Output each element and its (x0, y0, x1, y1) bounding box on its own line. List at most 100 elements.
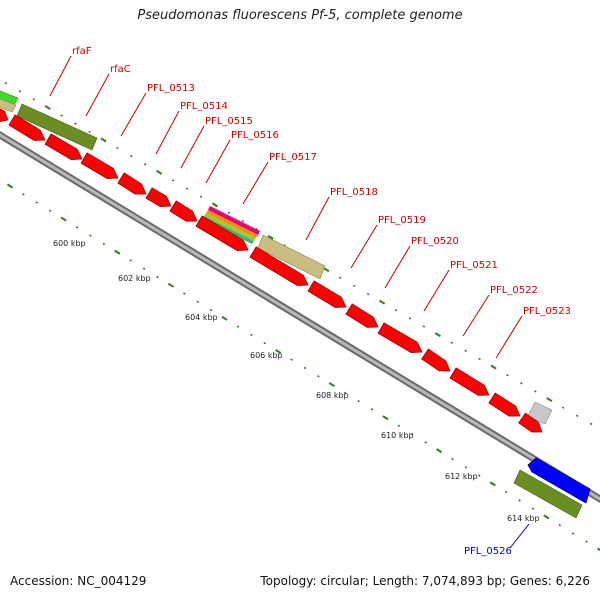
minor-tick (520, 382, 523, 385)
gene-label-pfl0521: PFL_0521 (450, 260, 498, 271)
minor-tick (35, 201, 39, 204)
minor-tick (450, 341, 454, 344)
major-tick (6, 183, 14, 189)
minor-tick (451, 457, 454, 461)
label-leader-line (462, 294, 490, 337)
minor-tick (589, 422, 593, 426)
major-tick (434, 332, 441, 338)
minor-tick (143, 163, 147, 166)
major-tick (60, 216, 67, 222)
minor-tick (116, 146, 119, 150)
minor-tick (74, 122, 77, 125)
scale-label: 604 kbp (185, 313, 218, 322)
gene-label-pfl0520: PFL_0520 (411, 236, 459, 247)
scale-label-layer: 600 kbp 602 kbp 604 kbp 606 kbp 608 kbp 610 k… (53, 239, 540, 523)
minor-tick (290, 358, 293, 361)
minor-tick (75, 226, 79, 229)
forward-cds-arrow (421, 348, 451, 372)
minor-tick (199, 195, 203, 198)
forward-cds-arrow (195, 215, 249, 251)
minor-tick (32, 98, 36, 101)
gene-label-pfl0514: PFL_0514 (180, 101, 228, 112)
minor-tick (171, 179, 175, 182)
major-tick (379, 299, 386, 305)
forward-cds-arrow (117, 172, 147, 195)
minor-tick (89, 234, 92, 237)
gene-label-pfl0515: PFL_0515 (205, 116, 253, 127)
gene-label-pfl0523: PFL_0523 (523, 306, 571, 317)
major-tick (382, 415, 389, 421)
minor-tick (370, 408, 374, 411)
forward-cds-arrow (8, 114, 46, 141)
minor-tick (48, 209, 52, 213)
label-leader-line (495, 315, 523, 359)
minor-tick (22, 193, 25, 196)
gene-label-pfl0517: PFL_0517 (269, 152, 317, 163)
major-tick (156, 169, 163, 175)
major-tick (44, 105, 51, 110)
reverse-cds-arrow (527, 457, 591, 504)
major-tick (100, 137, 107, 143)
minor-tick (506, 373, 509, 377)
major-tick (267, 234, 274, 240)
inner-tick-track (6, 183, 600, 553)
scale-label: 600 kbp (53, 239, 86, 248)
minor-tick (102, 242, 106, 246)
major-tick (114, 249, 121, 255)
accession-text: Accession: NC_004129 (10, 574, 147, 588)
minor-tick (129, 259, 132, 262)
olive-feature (16, 103, 98, 151)
minor-tick (209, 308, 213, 312)
minor-tick (357, 399, 360, 403)
major-tick (490, 364, 497, 370)
label-leader-line (509, 523, 530, 549)
label-leader-line (384, 245, 411, 289)
forward-cds-arrow (518, 412, 543, 433)
map-title: Pseudomonas fluorescens Pf-5, complete g… (137, 8, 463, 23)
major-tick (489, 481, 496, 487)
minor-tick (534, 390, 537, 393)
minor-tick (518, 499, 521, 502)
minor-tick (422, 325, 426, 328)
gene-label-pfl0513: PFL_0513 (147, 83, 195, 94)
minor-tick (531, 507, 535, 510)
major-tick (275, 349, 282, 354)
minor-tick (339, 276, 342, 280)
minor-tick (343, 391, 347, 395)
scale-label: 606 kbp (250, 351, 283, 360)
olive-feature (513, 469, 583, 519)
minor-tick (183, 292, 186, 295)
gene-label-pfl0526: PFL_0526 (464, 546, 512, 557)
scale-label: 610 kbp (381, 431, 414, 440)
forward-cds-arrow (377, 322, 423, 353)
forward-cds-arrow (44, 133, 83, 160)
scale-label: 602 kbp (118, 274, 151, 283)
minor-tick (464, 349, 467, 353)
minor-tick (236, 325, 240, 328)
minor-tick (196, 300, 199, 304)
minor-tick (478, 357, 481, 361)
label-leader-line (350, 224, 378, 269)
minor-tick (585, 540, 588, 543)
minor-tick (185, 187, 189, 190)
minor-tick (504, 490, 508, 494)
major-tick (436, 448, 443, 454)
forward-cds-arrow (0, 108, 9, 122)
minor-tick (317, 375, 320, 378)
major-tick (221, 315, 228, 321)
minor-tick (408, 317, 412, 320)
minor-tick (60, 114, 63, 117)
forward-cds-track (0, 108, 543, 433)
label-leader-line (180, 125, 205, 169)
genome-summary-text: Topology: circular; Length: 7,074,893 bp… (260, 574, 590, 588)
feature-track-lower (513, 457, 591, 519)
label-leader-line (85, 73, 110, 117)
minor-tick (263, 341, 267, 345)
gene-label-rfaF: rfaF (72, 46, 92, 57)
label-leader-line (305, 196, 330, 241)
forward-cds-arrow (345, 303, 379, 328)
forward-cds-arrow (307, 280, 347, 308)
minor-tick (478, 474, 481, 477)
minor-tick (464, 466, 468, 469)
